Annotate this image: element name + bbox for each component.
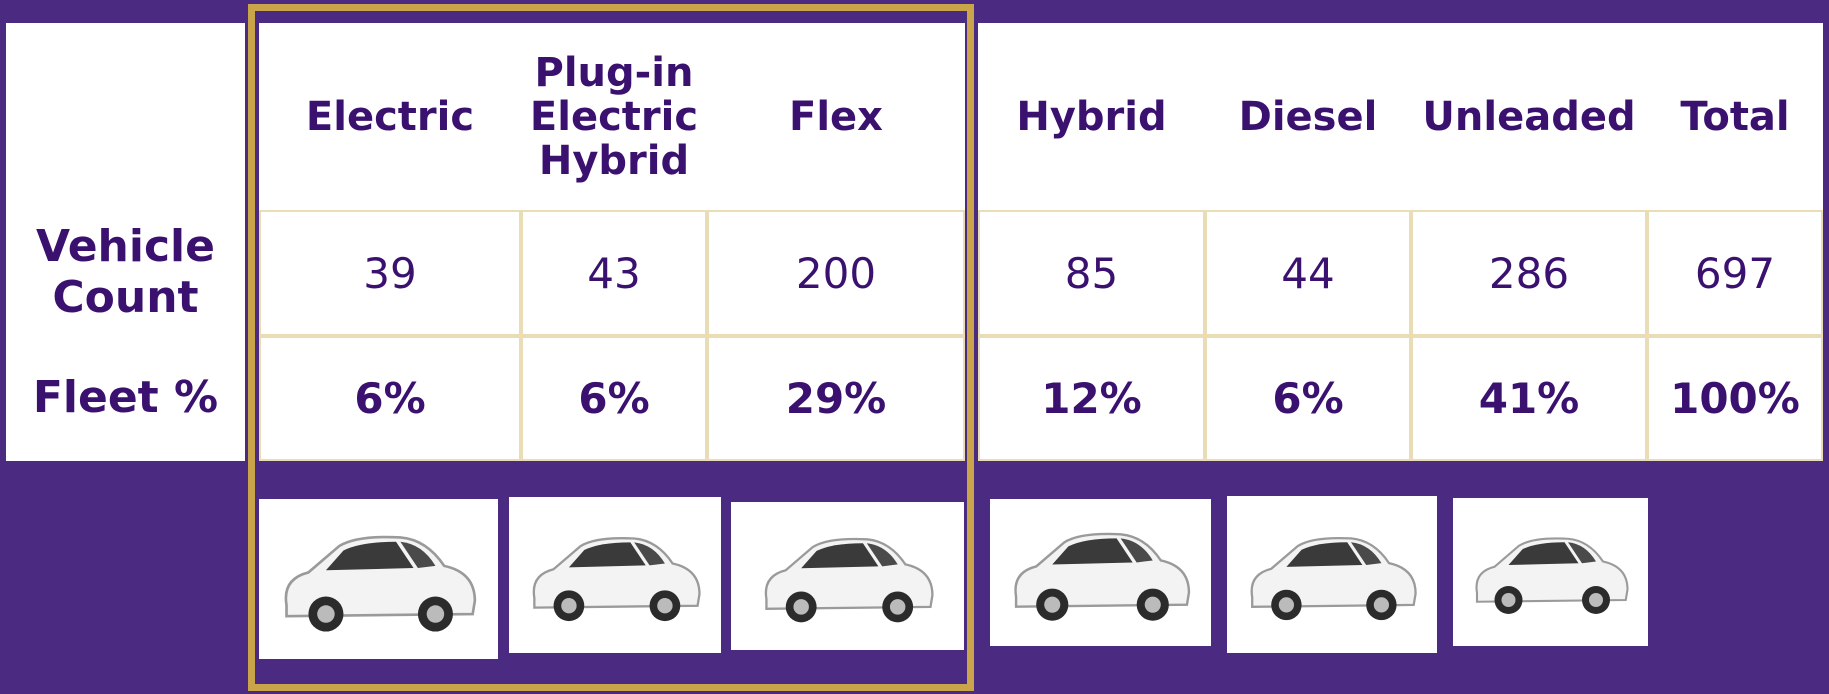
page: Vehicle Count Fleet % Electric396%Plug-i… <box>0 0 1829 694</box>
vehicle-images <box>0 0 1829 694</box>
